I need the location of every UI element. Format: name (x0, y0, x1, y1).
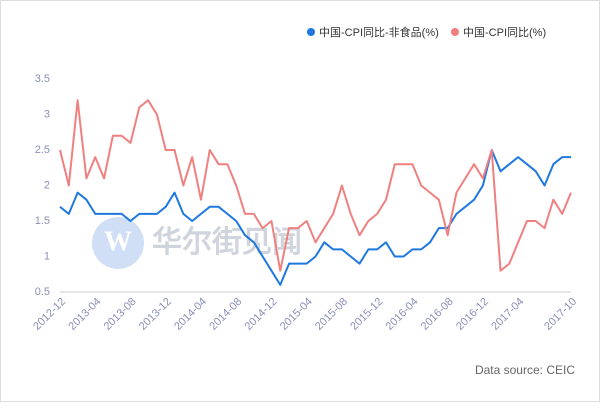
y-tick-label: 1.5 (35, 215, 50, 227)
y-tick-label: 3 (44, 108, 50, 120)
legend-marker (307, 28, 315, 36)
y-tick-label: 0.5 (35, 286, 50, 298)
svg-text:W: W (104, 226, 132, 257)
frame (0, 0, 600, 402)
y-tick-label: 2 (44, 179, 50, 191)
source: Data source: CEIC (475, 363, 575, 377)
legend-label: 中国-CPI同比-非食品(%) (319, 25, 439, 39)
y-tick-label: 1 (44, 250, 50, 262)
legend-label: 中国-CPI同比(%) (463, 26, 546, 39)
series-line (59, 99, 572, 272)
y-tick-label: 3.5 (35, 73, 50, 85)
watermark: 华尔街见闻 (152, 225, 302, 260)
y-tick-label: 2.5 (35, 144, 50, 156)
watermark-logo: W (92, 217, 144, 269)
series-line (59, 149, 571, 286)
legend-marker (451, 28, 459, 36)
